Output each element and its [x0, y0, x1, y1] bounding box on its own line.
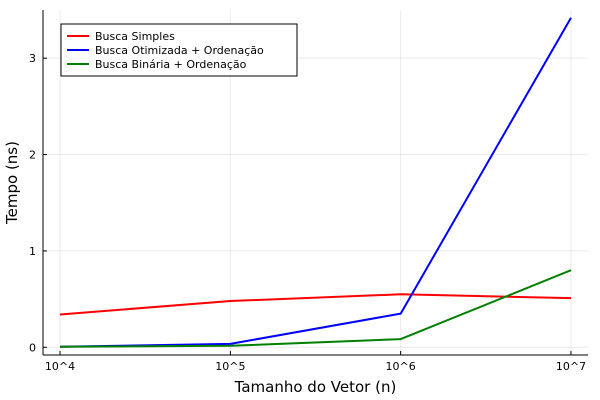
- x-axis-label: Tamanho do Vetor (n): [234, 378, 397, 396]
- y-axis-label: Tempo (ns): [3, 141, 21, 225]
- x-tick-label: 10^6: [386, 360, 416, 373]
- x-tick-label: 10^5: [215, 360, 245, 373]
- x-ticks: 10^4 10^5 10^6 10^7: [45, 351, 586, 373]
- y-tick-label: 1: [29, 245, 36, 258]
- series-line-3: [59, 269, 572, 348]
- y-tick-label: 2: [29, 149, 36, 162]
- y-ticks: 0 1 2 3: [29, 52, 47, 354]
- series-line-1: [59, 293, 572, 316]
- series-lines: [59, 17, 572, 348]
- y-tick-label: 0: [29, 341, 36, 354]
- legend-label: Busca Simples: [95, 30, 175, 43]
- legend-label: Busca Binária + Ordenação: [95, 58, 247, 71]
- x-tick-label: 10^7: [556, 360, 586, 373]
- axes: [42, 10, 588, 356]
- legend-box: [60, 23, 298, 77]
- x-tick-label: 10^4: [45, 360, 75, 373]
- y-tick-label: 3: [29, 52, 36, 65]
- legend-label: Busca Otimizada + Ordenação: [95, 44, 264, 57]
